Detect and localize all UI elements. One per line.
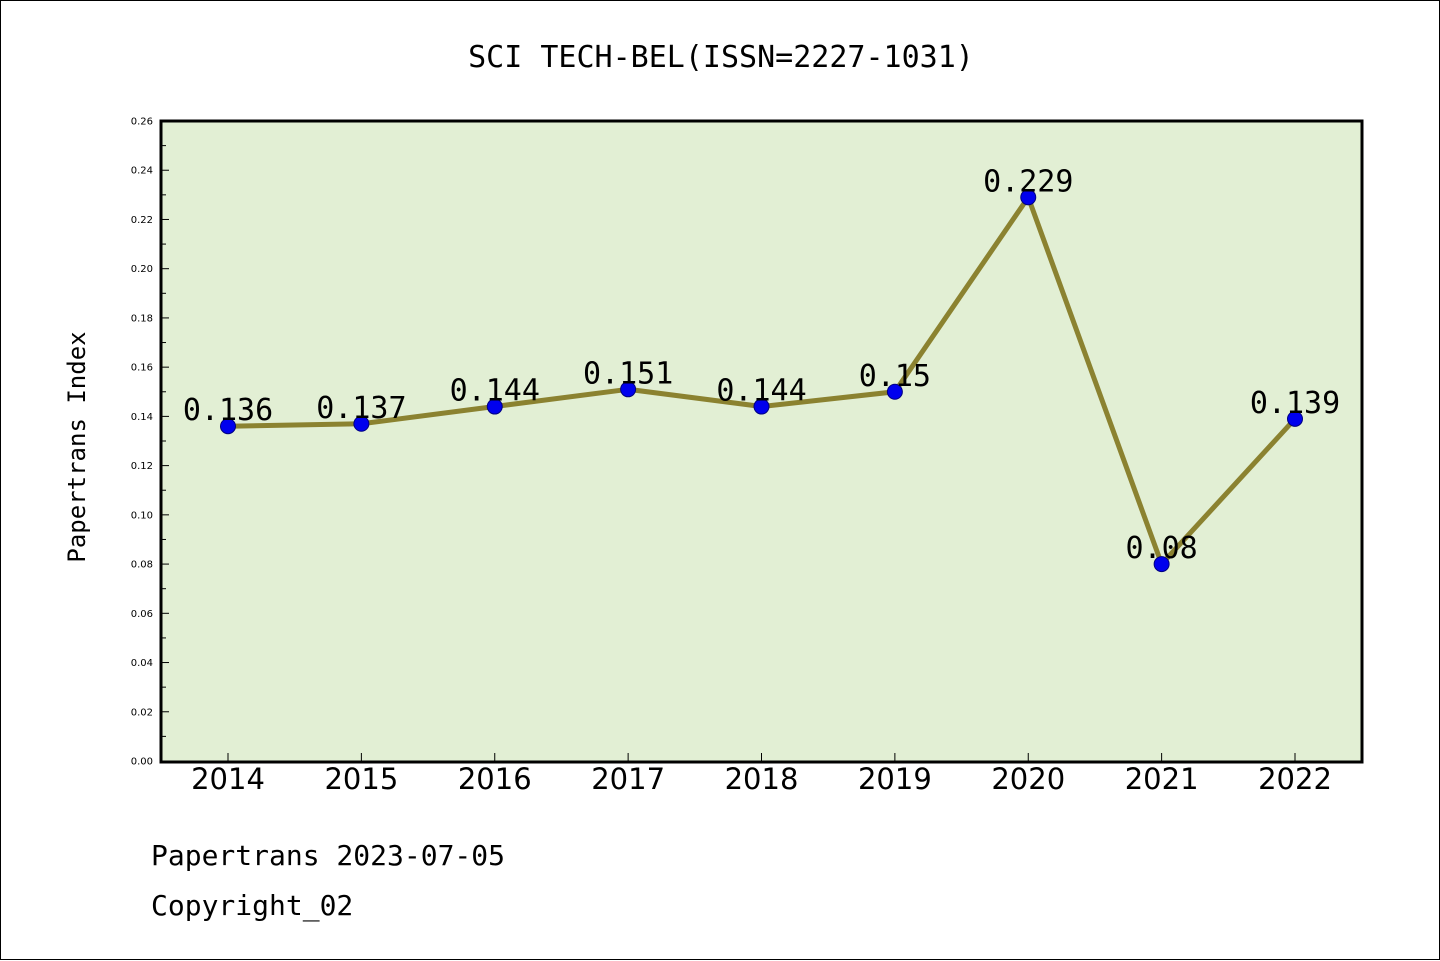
y-tick-label: 0.14 — [131, 412, 153, 423]
y-tick-label: 0.12 — [131, 461, 153, 472]
data-point — [620, 381, 637, 398]
data-label: 0.136 — [183, 393, 273, 428]
y-tick-label: 0.24 — [131, 166, 153, 177]
data-point — [353, 415, 370, 432]
x-tick-label: 2018 — [725, 762, 799, 796]
x-tick-label: 2022 — [1258, 762, 1332, 796]
data-label: 0.229 — [983, 164, 1073, 199]
plot-area — [159, 119, 1364, 764]
series-markers — [220, 189, 1303, 573]
x-axis: 2014 2015 2016 2017 2018 2019 2020 2021 2022 — [191, 753, 1332, 796]
x-tick-label: 2021 — [1125, 762, 1199, 796]
data-point — [1020, 189, 1037, 206]
y-tick-label: 0.02 — [131, 707, 153, 718]
data-label: 0.144 — [716, 374, 806, 409]
y-tick-label: 0.16 — [131, 363, 153, 374]
data-label: 0.08 — [1126, 531, 1198, 566]
y-tick-label: 0.10 — [131, 510, 153, 521]
y-tick-label: 0.22 — [131, 215, 153, 226]
x-tick-label: 2019 — [858, 762, 932, 796]
data-labels: 0.136 0.137 0.144 0.151 0.144 0.15 0.229 0.08 0.… — [183, 164, 1340, 566]
y-tick-label: 0.26 — [131, 117, 153, 128]
y-tick-label: 0.06 — [131, 609, 153, 620]
data-label: 0.15 — [859, 359, 931, 394]
data-point — [753, 398, 770, 415]
chart-title: SCI TECH-BEL(ISSN=2227-1031) — [468, 40, 974, 75]
x-tick-label: 2014 — [191, 762, 265, 796]
data-label: 0.144 — [450, 374, 540, 409]
y-tick-label: 0.04 — [131, 658, 153, 669]
data-point — [1153, 556, 1170, 573]
footer-source: Papertrans 2023-07-05 — [151, 839, 505, 872]
y-axis-label: Papertrans Index — [63, 331, 91, 562]
x-tick-label: 2020 — [991, 762, 1065, 796]
y-tick-label: 0.18 — [131, 313, 153, 324]
y-tick-label: 0.20 — [131, 264, 153, 275]
data-point — [886, 383, 903, 400]
footer-copyright: Copyright_02 — [151, 889, 353, 923]
x-tick-label: 2017 — [591, 762, 665, 796]
x-tick-label: 2015 — [324, 762, 398, 796]
data-point — [486, 398, 503, 415]
data-point — [1287, 410, 1303, 427]
data-label: 0.151 — [583, 356, 673, 391]
x-tick-label: 2016 — [458, 762, 532, 796]
data-label: 0.139 — [1250, 386, 1340, 421]
data-label: 0.137 — [316, 391, 406, 426]
y-tick-label: 0.00 — [131, 757, 153, 768]
data-point — [220, 418, 236, 435]
y-tick-label: 0.08 — [131, 560, 153, 571]
y-axis: 0.00 0.02 0.04 0.06 0.08 0.10 0.12 0.14 0.16 0.18… — [131, 117, 169, 768]
